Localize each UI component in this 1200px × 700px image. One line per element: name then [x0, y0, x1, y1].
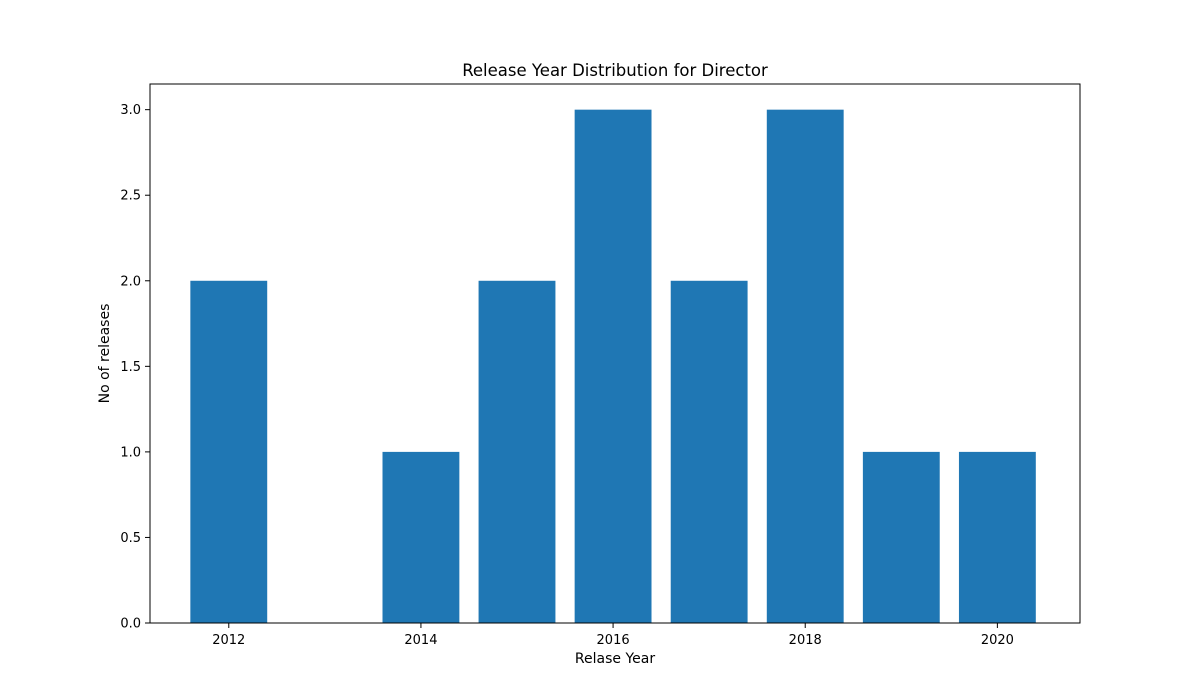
y-tick-label: 1.5 [120, 360, 141, 375]
x-tick-label: 2014 [404, 633, 437, 648]
bar-2017 [670, 280, 748, 623]
y-tick-label: 1.0 [120, 445, 141, 460]
plot-frame [149, 83, 1081, 624]
y-axis-label: No of releases [97, 304, 113, 404]
y-tick-label: 2.0 [120, 274, 141, 289]
bar-2012 [190, 280, 268, 623]
bar-2020 [958, 451, 1036, 623]
x-tick-label: 2018 [789, 633, 822, 648]
x-tick-label: 2020 [981, 633, 1014, 648]
x-tick-label: 2012 [212, 633, 245, 648]
bars-group [190, 109, 1036, 623]
x-axis: 2012 2014 2016 2018 2020 [212, 623, 1014, 648]
y-tick-label: 2.5 [120, 189, 141, 204]
bar-2014 [382, 451, 460, 623]
bar-2016 [574, 109, 652, 623]
bar-2018 [766, 109, 844, 623]
y-tick-label: 0.5 [120, 531, 141, 546]
y-tick-label: 3.0 [120, 103, 141, 118]
chart-title: Release Year Distribution for Director [462, 61, 768, 80]
y-tick-label: 0.0 [120, 617, 141, 632]
x-tick-label: 2016 [597, 633, 630, 648]
bar-2019 [862, 451, 940, 623]
x-axis-label: Relase Year [575, 651, 655, 667]
y-axis: 0.0 0.5 1.0 1.5 2.0 2.5 3.0 [120, 103, 150, 632]
bar-2015 [478, 280, 556, 623]
